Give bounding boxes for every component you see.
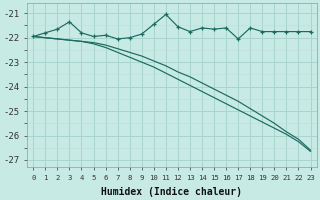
X-axis label: Humidex (Indice chaleur): Humidex (Indice chaleur) — [101, 186, 242, 197]
